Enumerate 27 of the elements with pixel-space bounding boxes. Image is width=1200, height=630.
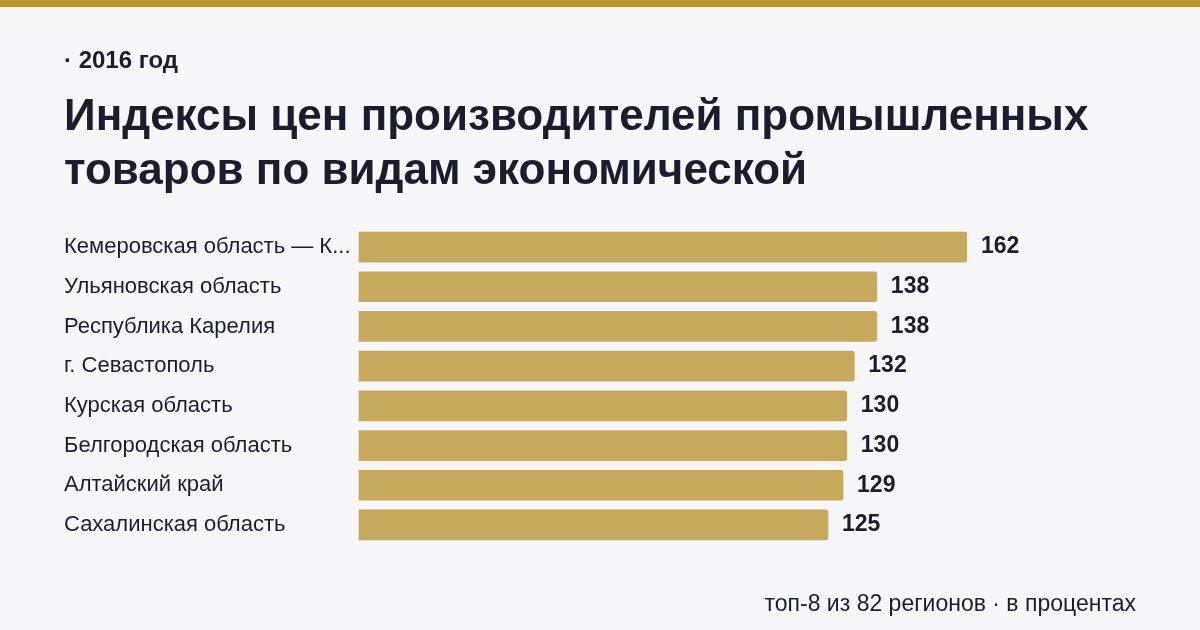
- data-label: 162: [981, 232, 1020, 259]
- text: топ-8 из 82 регионов · в процентах: [764, 590, 1136, 617]
- bar: [358, 509, 829, 541]
- data-label: 138: [890, 311, 930, 338]
- y-tick-label: Курская область: [64, 391, 233, 417]
- data-label: 129: [857, 470, 896, 497]
- y-tick-label: Алтайский край: [64, 471, 224, 497]
- chart-title: Индексы цен производителей промышленных товаров по видам экономической: [64, 89, 1090, 195]
- data-label: 130: [860, 430, 900, 457]
- bar: [358, 430, 848, 461]
- data-label: 125: [842, 510, 881, 537]
- bar: [358, 271, 878, 303]
- bar: [358, 231, 967, 263]
- data-label: 130: [860, 391, 900, 418]
- bar: [358, 311, 878, 342]
- y-tick-label: Ульяновская область: [64, 272, 282, 298]
- y-tick-label: Республика Карелия: [64, 312, 276, 338]
- y-tick-label: Кемеровская область — К...: [64, 233, 351, 259]
- data-label: 132: [868, 351, 907, 378]
- y-tick-label: Сахалинская область: [64, 511, 286, 537]
- bar: [358, 469, 844, 501]
- bar: [358, 350, 855, 382]
- text: · 2016 год: [64, 46, 178, 74]
- y-tick-label: Белгородская область: [64, 431, 293, 457]
- data-label: 138: [890, 272, 930, 299]
- bar: [358, 390, 848, 422]
- y-tick-label: г. Севастополь: [64, 352, 215, 378]
